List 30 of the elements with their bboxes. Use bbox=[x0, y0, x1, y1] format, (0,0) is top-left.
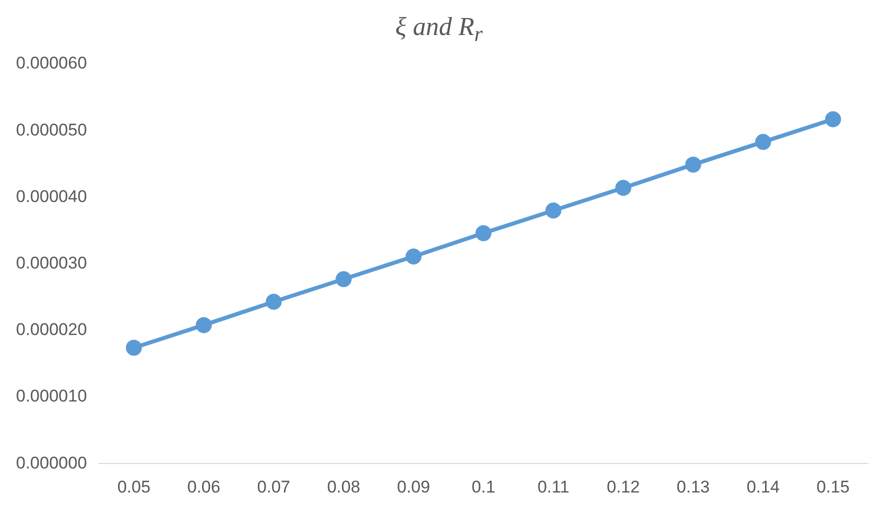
y-tick-label: 0.000050 bbox=[16, 120, 87, 140]
point bbox=[126, 340, 142, 356]
point bbox=[336, 271, 352, 288]
point bbox=[545, 202, 562, 219]
point bbox=[406, 248, 422, 264]
y-tick-label: 0.000020 bbox=[16, 320, 87, 340]
chart-title: ξ and R$_{r}$ bbox=[394, 12, 484, 48]
point bbox=[615, 180, 632, 196]
point bbox=[825, 111, 842, 128]
x-tick-label: 0.1 bbox=[472, 477, 496, 496]
x-tick-label: 0.11 bbox=[537, 477, 570, 496]
point bbox=[196, 317, 212, 334]
y-tick-label: 0.000030 bbox=[16, 253, 87, 272]
y-tick-label: 0.000000 bbox=[16, 453, 87, 472]
x-tick-label: 0.13 bbox=[676, 477, 710, 496]
x-tick-label: 0.07 bbox=[257, 477, 290, 496]
x-tick-label: 0.06 bbox=[187, 477, 220, 496]
point bbox=[475, 225, 492, 242]
y-tick-label: 0.000040 bbox=[16, 186, 87, 206]
point bbox=[266, 294, 282, 310]
point bbox=[685, 156, 702, 173]
y-tick-label: 0.000010 bbox=[16, 386, 87, 406]
x-tick-label: 0.05 bbox=[117, 477, 150, 496]
y-tick-label: 0.000060 bbox=[16, 54, 87, 73]
x-tick-label: 0.15 bbox=[816, 477, 850, 496]
x-tick-label: 0.14 bbox=[746, 477, 780, 496]
x-tick-label: 0.09 bbox=[396, 477, 430, 496]
point bbox=[755, 134, 772, 150]
x-tick-label: 0.12 bbox=[606, 477, 640, 496]
x-tick-label: 0.08 bbox=[327, 477, 360, 496]
